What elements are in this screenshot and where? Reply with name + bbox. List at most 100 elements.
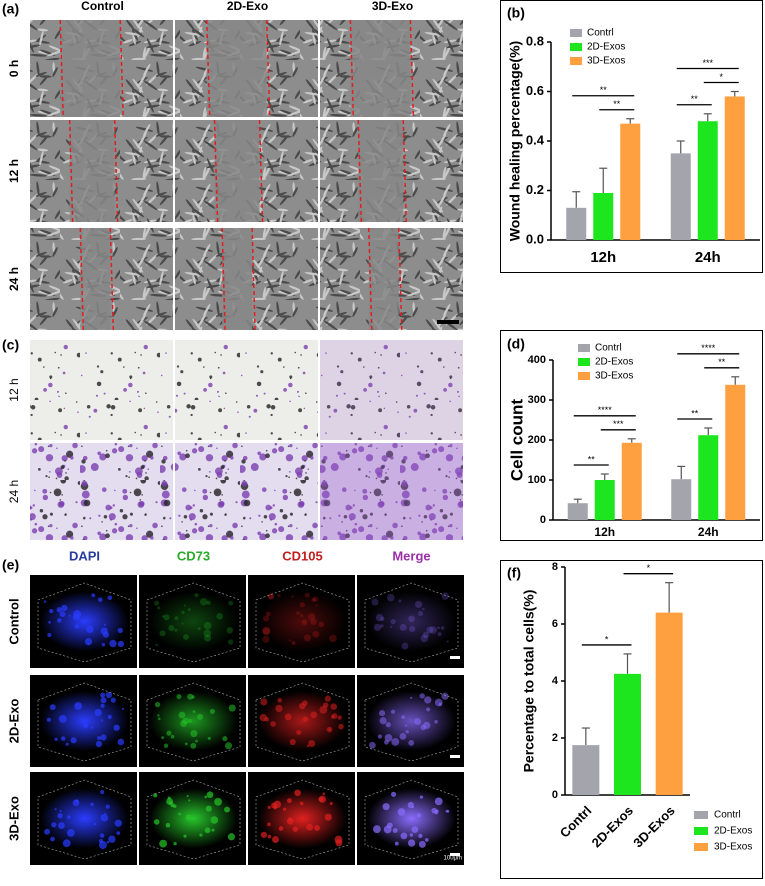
wound-edge — [402, 119, 408, 223]
legend-swatch — [694, 827, 708, 835]
panel-label: (f) — [507, 565, 521, 581]
x-tick-label: 12h — [594, 525, 615, 539]
scale-bar — [450, 656, 460, 659]
wound-edge — [109, 227, 115, 331]
column-label: DAPI — [69, 548, 100, 563]
wound-edge — [398, 227, 403, 331]
significance-label: ** — [588, 454, 596, 464]
legend-swatch — [578, 344, 590, 352]
y-tick-label: 0.8 — [526, 33, 544, 48]
significance-label: ** — [691, 94, 699, 104]
y-tick-label: 0 — [552, 789, 558, 801]
micrograph — [30, 340, 173, 440]
y-tick-label: 0.2 — [526, 182, 544, 197]
wound-edge — [258, 119, 264, 223]
legend-label: Contrl — [714, 810, 741, 821]
legend-swatch — [578, 358, 590, 366]
significance-label: * — [719, 72, 723, 82]
bar — [725, 384, 746, 520]
column-label: CD73 — [177, 548, 210, 563]
fluorescence — [258, 788, 347, 849]
y-tick-label: 0.4 — [526, 132, 545, 147]
legend-label: 2D-Exos — [714, 826, 752, 837]
micrograph — [175, 340, 318, 440]
wound-gap — [368, 228, 399, 330]
significance-label: *** — [613, 419, 624, 429]
significance-label: **** — [598, 405, 613, 415]
x-tick-label: 12h — [590, 249, 616, 266]
fluorescence — [149, 591, 238, 652]
wound-edge — [409, 19, 415, 118]
significance-label: * — [647, 563, 651, 573]
significance-label: ** — [613, 99, 621, 109]
y-tick-label: 0.0 — [526, 231, 544, 246]
panel-label: (c) — [2, 337, 19, 353]
row-label: 12 h — [7, 159, 21, 183]
fluorescence — [367, 788, 456, 849]
legend-swatch — [694, 811, 708, 819]
row-label: 12 h — [7, 378, 21, 401]
panel-frame — [500, 0, 763, 273]
cube-outline — [364, 582, 459, 663]
wound-gap — [358, 120, 404, 222]
y-tick-label: 6 — [552, 618, 558, 630]
column-label: Merge — [392, 548, 430, 563]
wound-edge — [368, 227, 373, 331]
row-label: 24 h — [7, 480, 21, 503]
column-label: Control — [81, 0, 124, 13]
legend-label: 3D-Exos — [587, 56, 625, 67]
legend-label: 3D-Exos — [714, 842, 752, 853]
y-tick-label: 200 — [528, 434, 546, 446]
micrograph — [320, 340, 463, 440]
scale-bar-label: 100μm — [444, 856, 462, 862]
y-tick-label: 8 — [552, 561, 558, 573]
cube-outline — [255, 582, 350, 663]
panel-label: (b) — [507, 5, 525, 21]
cube-outline — [364, 682, 459, 762]
y-tick-label: 4 — [552, 675, 559, 687]
bar — [614, 673, 641, 795]
fluorescence — [40, 788, 129, 849]
wound-edge — [221, 227, 226, 331]
bar — [567, 503, 588, 520]
scale-bar — [450, 755, 460, 758]
cube-outline — [37, 779, 132, 860]
panel-label: (d) — [507, 336, 525, 352]
scale-bar — [450, 853, 460, 856]
wound-gap — [69, 120, 115, 222]
fluorescence — [40, 691, 129, 751]
significance-label: **** — [701, 343, 716, 353]
significance-label: ** — [600, 85, 608, 95]
wound-gap — [222, 228, 253, 330]
row-label: 0 h — [7, 60, 21, 77]
legend-label: Contrl — [595, 343, 622, 354]
x-tick-label: 24h — [695, 249, 721, 266]
row-label: 3D-Exo — [6, 796, 21, 841]
wound-edge — [265, 19, 271, 118]
bar — [621, 442, 642, 520]
micrograph-dense — [320, 340, 463, 440]
bar — [697, 121, 718, 240]
row-label: Control — [6, 598, 21, 644]
panel-label: (a) — [2, 1, 19, 17]
row-label: 2D-Exo — [6, 699, 21, 744]
y-axis-title: Percentage to total cells(%) — [521, 590, 537, 773]
cube-outline — [146, 582, 241, 663]
cube-outline — [146, 779, 241, 860]
fluorescence — [367, 591, 456, 652]
panel-frame — [500, 330, 763, 541]
wound-gap — [60, 20, 121, 117]
wound-gap — [80, 228, 111, 330]
panel-label: (e) — [2, 557, 19, 573]
legend-swatch — [570, 29, 582, 37]
column-label: CD105 — [282, 548, 322, 563]
bar — [671, 479, 692, 520]
column-label: 3D-Exo — [372, 0, 413, 13]
cube-outline — [364, 779, 459, 860]
panel-frame — [500, 560, 763, 879]
bar — [572, 745, 600, 795]
legend-label: 2D-Exos — [587, 42, 625, 53]
bar — [566, 207, 587, 240]
cube-outline — [255, 682, 350, 762]
y-tick-label: 0.6 — [526, 83, 544, 98]
